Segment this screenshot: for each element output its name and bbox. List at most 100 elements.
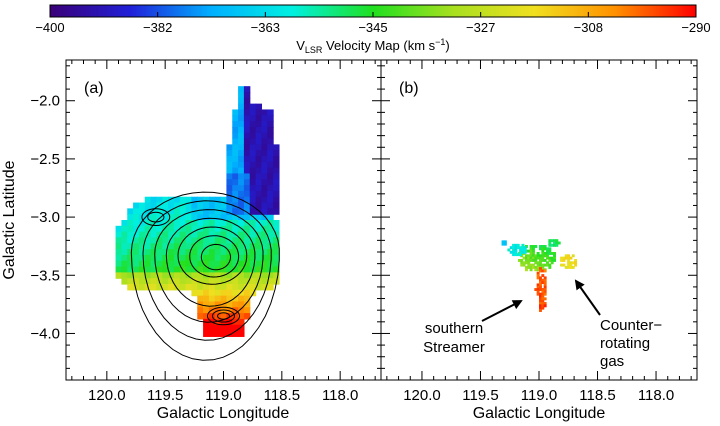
velocity-pixel — [516, 243, 520, 247]
velocity-pixel — [162, 249, 169, 256]
velocity-pixel — [232, 202, 239, 209]
velocity-pixel — [243, 313, 251, 320]
velocity-pixel — [238, 150, 245, 157]
velocity-pixel — [168, 284, 175, 291]
velocity-pixel — [541, 292, 545, 296]
annotation-line: Streamer — [423, 339, 485, 356]
velocity-pixel — [553, 252, 556, 255]
velocity-pixel — [220, 307, 228, 314]
velocity-pixel — [214, 301, 222, 308]
velocity-pixel — [261, 109, 268, 116]
velocity-pixel — [541, 306, 545, 310]
velocity-pixel — [232, 249, 239, 256]
velocity-pixel — [548, 265, 552, 269]
velocity-pixel — [512, 250, 516, 254]
velocity-pixel — [220, 330, 228, 337]
velocity-pixel — [249, 260, 257, 268]
velocity-pixel — [524, 256, 528, 260]
velocity-pixel — [531, 249, 535, 253]
colorbar-title: VLSR Velocity Map (km s−1) — [296, 37, 450, 55]
velocity-pixel — [255, 156, 263, 163]
velocity-pixel — [232, 330, 239, 337]
velocity-pixel — [273, 173, 280, 180]
intensity-contours — [130, 191, 280, 361]
velocity-pixel — [267, 156, 274, 163]
velocity-pixel — [243, 237, 251, 244]
contour-line — [217, 312, 230, 320]
velocity-pixel — [527, 261, 531, 265]
velocity-pixel — [162, 284, 169, 291]
velocity-pixel — [562, 263, 566, 267]
velocity-pixel — [548, 249, 552, 253]
velocity-pixel — [179, 196, 187, 204]
velocity-pixel — [226, 330, 233, 337]
velocity-pixel — [232, 289, 239, 297]
velocity-pixel — [144, 225, 152, 233]
velocity-pixel — [249, 190, 257, 198]
annotation-line: gas — [600, 353, 624, 370]
velocity-pixel — [571, 265, 575, 269]
velocity-pixel — [214, 243, 222, 250]
velocity-pixel — [543, 292, 547, 296]
velocity-pixel — [564, 265, 568, 269]
velocity-pixel — [197, 231, 204, 239]
velocity-pixel — [536, 276, 540, 280]
velocity-pixel — [138, 249, 146, 256]
colorbar-ticks: −400 −382 −363 −345 −327 −308 −290 — [35, 12, 711, 35]
velocity-pixel — [509, 250, 513, 254]
velocity-pixel — [238, 103, 245, 111]
velocity-pixel — [571, 261, 575, 265]
velocity-pixel — [519, 248, 523, 252]
velocity-pixel — [191, 243, 198, 250]
velocity-pixel — [173, 254, 181, 262]
velocity-pixel — [203, 313, 210, 320]
colorbar-tick-label: −345 — [358, 20, 387, 35]
velocity-pixel — [273, 167, 280, 175]
velocity-pixel — [543, 283, 547, 287]
velocity-pixel — [133, 237, 140, 244]
velocity-pixel — [529, 268, 533, 272]
velocity-pixel — [127, 284, 134, 291]
velocity-pixel — [226, 318, 233, 326]
velocity-pixel — [539, 267, 542, 271]
velocity-pixel — [243, 196, 251, 204]
velocity-pixel — [232, 266, 239, 273]
velocity-pixel — [162, 266, 169, 273]
velocity-pixel — [238, 115, 245, 122]
velocity-pixel — [238, 161, 245, 169]
velocity-pixel — [546, 247, 549, 251]
velocity-pixel — [238, 324, 245, 332]
velocity-pixel — [243, 150, 251, 157]
velocity-pixel — [232, 190, 239, 198]
velocity-pixel — [127, 272, 134, 279]
velocity-pixel — [115, 231, 123, 239]
velocity-pixel — [267, 115, 274, 122]
panel-a-ylabel: Galactic Latitude — [1, 160, 18, 279]
velocity-pixel — [541, 288, 545, 291]
velocity-pixel — [173, 202, 181, 209]
velocity-pixel — [232, 161, 239, 169]
velocity-pixel — [197, 284, 204, 291]
velocity-pixel — [541, 304, 545, 308]
velocity-pixel — [521, 248, 525, 252]
velocity-pixel — [226, 243, 233, 250]
velocity-pixel — [197, 260, 204, 268]
velocity-pixel — [543, 254, 547, 258]
velocity-pixel — [115, 237, 123, 244]
velocity-pixel — [541, 249, 545, 253]
velocity-pixel — [243, 307, 251, 314]
velocity-pixel — [522, 263, 526, 267]
velocity-pixel — [232, 150, 239, 157]
velocity-pixel — [255, 225, 263, 233]
velocity-pixel — [255, 266, 263, 273]
velocity-pixel — [232, 272, 239, 279]
velocity-pixel — [267, 284, 274, 291]
contour-line — [212, 309, 235, 323]
velocity-pixel — [232, 132, 239, 140]
velocity-pixel — [150, 231, 158, 239]
y-tick-label: −2.5 — [30, 151, 60, 168]
velocity-pixel — [150, 225, 158, 233]
velocity-pixel — [238, 278, 245, 285]
velocity-pixel — [197, 243, 204, 250]
